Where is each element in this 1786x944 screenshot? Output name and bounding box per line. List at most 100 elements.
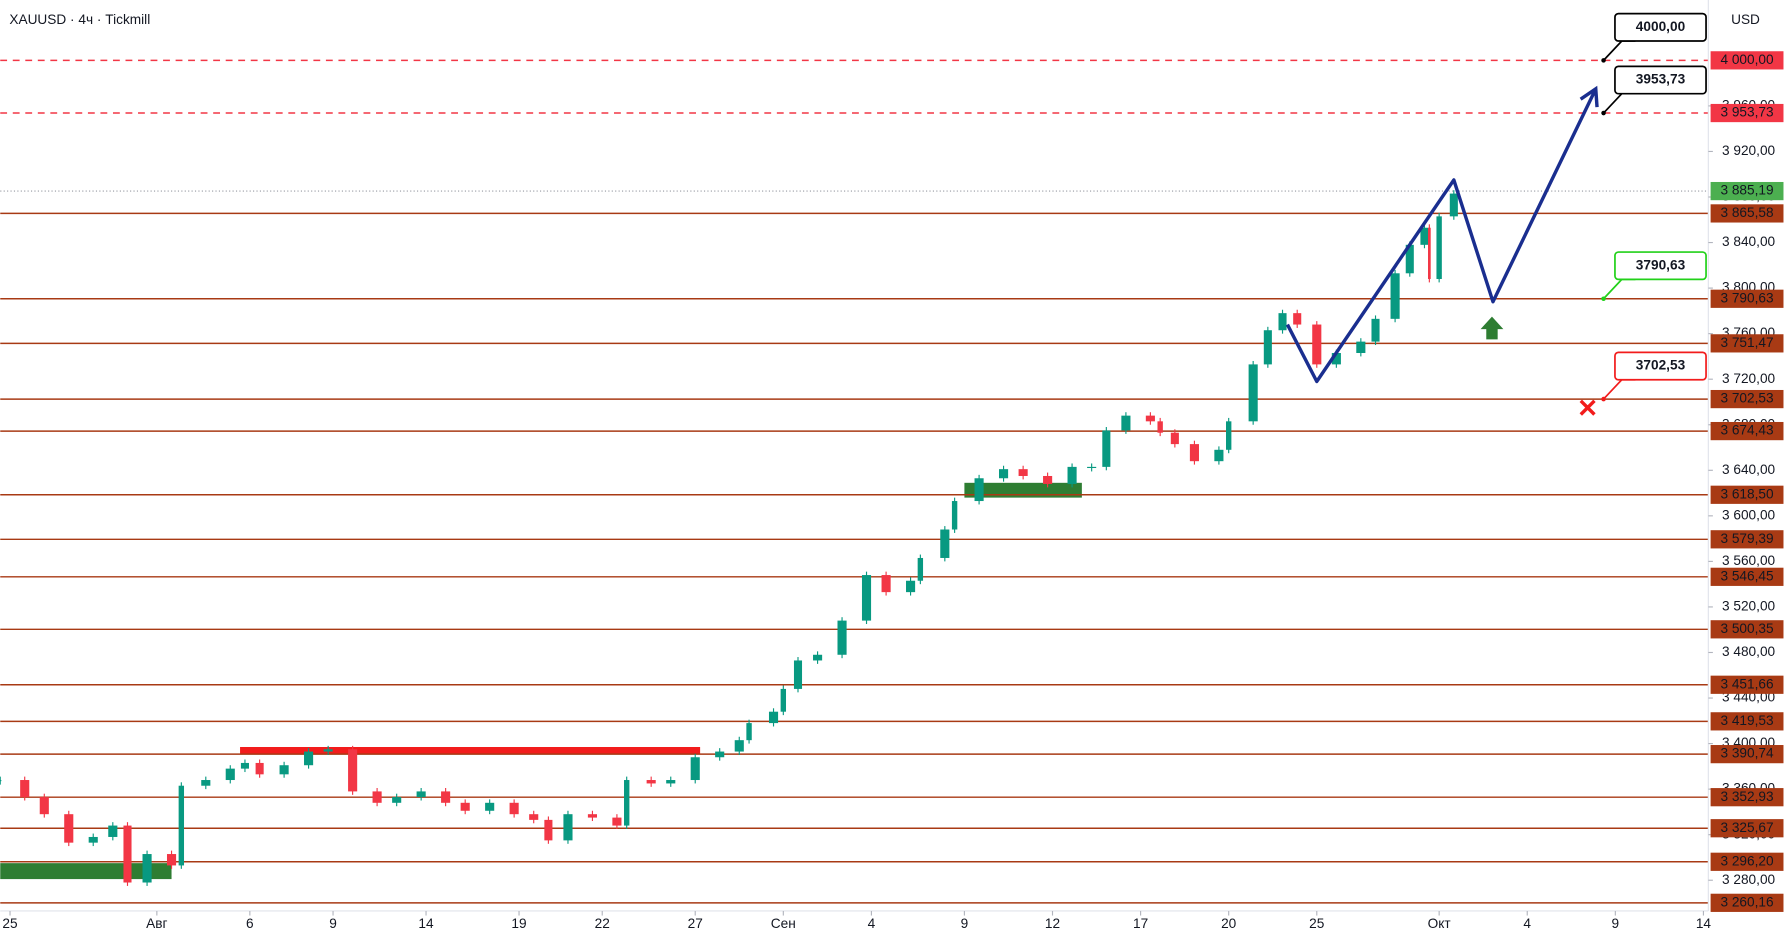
x-tick-label: 14 xyxy=(418,916,434,931)
axis-layer: 3 280,003 320,003 360,003 400,003 440,00… xyxy=(2,51,1784,931)
candle xyxy=(372,791,382,803)
candle xyxy=(793,660,803,689)
candle xyxy=(690,757,700,781)
candle xyxy=(441,791,451,803)
level-tag xyxy=(1710,51,1784,70)
level-tag xyxy=(1710,421,1784,441)
x-tick-label: Сен xyxy=(771,916,796,931)
candle xyxy=(861,575,872,621)
candle xyxy=(1428,227,1431,279)
candle xyxy=(460,802,470,811)
candle xyxy=(563,814,573,841)
level-tag-label: 3 953,73 xyxy=(1720,105,1773,120)
candle xyxy=(1145,415,1155,422)
candle xyxy=(746,723,752,741)
stop-cross xyxy=(1579,399,1596,416)
candle xyxy=(666,780,676,784)
candle xyxy=(1356,341,1366,354)
candle xyxy=(1405,244,1414,274)
buy-arrow xyxy=(1480,316,1504,340)
level-tag xyxy=(1710,530,1784,549)
callout-anchor xyxy=(1601,396,1606,402)
candle xyxy=(974,478,984,502)
candle xyxy=(715,751,725,758)
candle xyxy=(940,529,950,558)
candle xyxy=(108,825,118,837)
candle xyxy=(768,711,779,724)
x-tick-label: 22 xyxy=(595,916,610,931)
candle xyxy=(88,836,98,843)
candle xyxy=(323,749,333,752)
candle xyxy=(1157,421,1163,433)
x-tick-label: 12 xyxy=(1045,916,1060,931)
candle xyxy=(1067,466,1077,484)
x-tick-label: Авг xyxy=(146,916,167,931)
level-tag xyxy=(1710,819,1784,838)
candle xyxy=(304,751,314,766)
x-tick-label: 9 xyxy=(329,916,337,931)
y-tick-label: 3 720,00 xyxy=(1722,371,1776,386)
level-tag xyxy=(1710,675,1784,694)
level-tag xyxy=(1710,289,1784,308)
candle xyxy=(485,802,495,811)
candle xyxy=(999,469,1009,479)
x-tick-label: 6 xyxy=(246,916,254,931)
candle xyxy=(1102,430,1111,467)
y-tick-label: 3 560,00 xyxy=(1722,553,1776,568)
candle xyxy=(646,780,656,784)
candle xyxy=(279,765,289,775)
candle xyxy=(780,688,787,712)
candle xyxy=(39,797,49,815)
candle xyxy=(1312,324,1322,365)
x-tick-label: 25 xyxy=(2,916,18,931)
level-tag-label: 3 865,58 xyxy=(1720,205,1773,220)
candle xyxy=(734,740,744,752)
candle xyxy=(529,814,539,820)
current-price-tag xyxy=(1710,181,1784,201)
candle xyxy=(906,580,916,593)
callout-anchor xyxy=(1601,296,1606,302)
candle xyxy=(255,762,264,775)
candle xyxy=(917,557,924,581)
level-tag-label: 3 674,43 xyxy=(1720,423,1773,438)
level-tag-label: 3 260,16 xyxy=(1720,894,1773,909)
current-price-label: 3 885,19 xyxy=(1720,183,1773,198)
level-tag-label: 3 751,47 xyxy=(1720,335,1773,350)
callout-box xyxy=(1614,351,1707,381)
x-tick-label: 14 xyxy=(1696,916,1712,931)
candle xyxy=(1248,364,1258,422)
x-tick-label: 17 xyxy=(1133,916,1148,931)
candle xyxy=(624,780,630,826)
level-tag xyxy=(1710,852,1784,871)
level-tag xyxy=(1710,745,1784,764)
candle xyxy=(1390,273,1400,319)
candle xyxy=(1170,432,1179,445)
callout-anchor xyxy=(1601,58,1606,63)
level-tag-label: 3 296,20 xyxy=(1720,853,1774,868)
candle xyxy=(1018,469,1028,476)
level-tag xyxy=(1710,334,1784,353)
candle xyxy=(1331,353,1341,365)
level-tag xyxy=(1710,103,1784,123)
callout-label: 3790,63 xyxy=(1636,257,1686,272)
y-tick-label: 3 480,00 xyxy=(1722,644,1776,659)
level-tag-label: 3 790,63 xyxy=(1720,290,1773,305)
level-tag xyxy=(1710,389,1784,409)
candle xyxy=(1420,227,1429,245)
zone xyxy=(964,482,1082,498)
callout-box xyxy=(1614,251,1707,281)
candle xyxy=(123,825,132,883)
x-tick-label: 9 xyxy=(1612,916,1620,931)
price-axis xyxy=(1708,0,1786,944)
candle xyxy=(64,814,74,843)
chart-title: XAUUSD · 4ч · Tickmill xyxy=(9,12,150,27)
candle xyxy=(201,780,211,786)
candle xyxy=(416,791,426,798)
forecast-arrowhead xyxy=(1579,85,1599,108)
level-tag-label: 3 390,74 xyxy=(1720,746,1774,761)
candle xyxy=(178,785,185,866)
candle xyxy=(240,762,249,769)
x-tick-label: 4 xyxy=(868,916,876,931)
level-tag-label: 3 500,35 xyxy=(1720,621,1774,636)
